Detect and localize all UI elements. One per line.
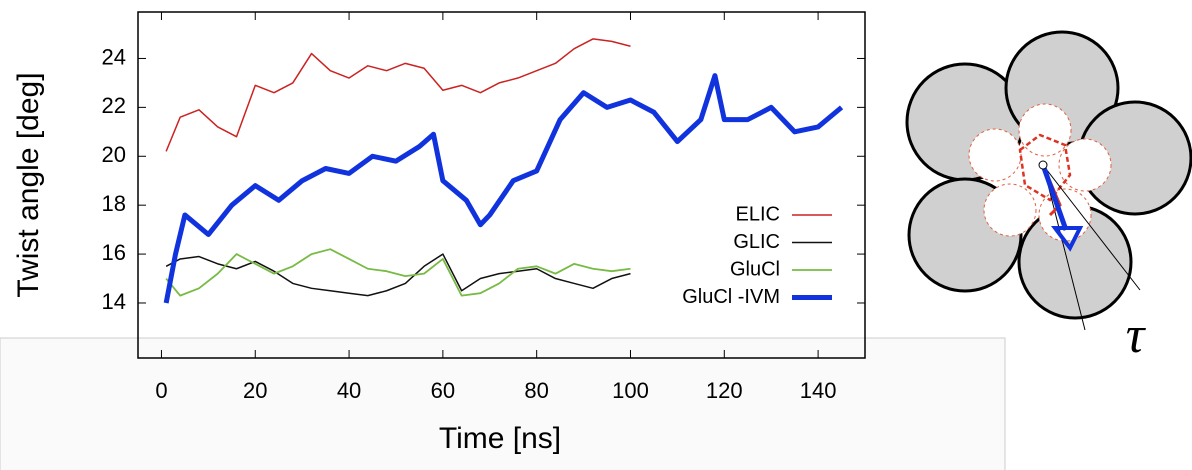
y-tick-label: 18 [102,191,126,216]
y-tick-label: 14 [102,289,126,314]
series-line [165,248,631,297]
x-tick-label: 60 [431,378,455,403]
series-line [165,38,631,152]
x-tick-label: 140 [800,378,837,403]
overlay-panel [0,337,1006,470]
x-axis-label: Time [ns] [439,422,561,455]
x-tick-label: 80 [524,378,548,403]
x-tick-label: 120 [706,378,743,403]
series-line [163,73,844,304]
legend-label: GLIC [733,231,780,253]
y-axis-label: Twist angle [deg] [12,72,45,297]
y-tick-label: 24 [102,44,126,69]
y-tick-label: 20 [102,142,126,167]
x-tick-label: 40 [337,378,361,403]
y-tick-label: 22 [102,93,126,118]
legend-label: GluCl -IVM [682,286,780,308]
x-tick-label: 100 [612,378,649,403]
series-line [165,253,631,297]
x-tick-label: 0 [155,378,167,403]
legend-label: GluCl [730,258,780,280]
plot-frame [137,11,866,359]
y-tick-label: 16 [102,240,126,265]
diagram: τ [905,30,1192,364]
legend-label: ELIC [736,203,780,225]
tau-label: τ [1126,307,1147,364]
x-tick-label: 20 [243,378,267,403]
